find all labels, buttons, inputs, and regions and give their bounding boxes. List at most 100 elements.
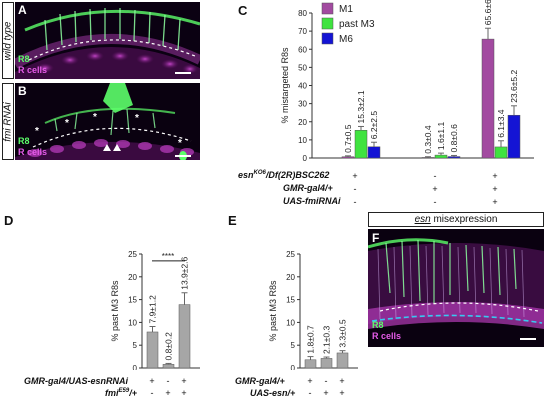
chart-e-ytick-label-0: 0	[291, 364, 296, 370]
chart-d-data-label-0: 7.9±1.2	[148, 295, 158, 324]
chart-c-genotype-1: GMR-gal4/+	[283, 183, 333, 193]
panel-b-side-text: fmi RNAi	[2, 101, 14, 142]
chart-c-bar-2	[367, 146, 381, 159]
svg-text:*: *	[178, 138, 182, 149]
chart-e-bar-1	[320, 358, 333, 369]
chart-e-genotype-0-mark-2: +	[339, 376, 345, 386]
chart-e-svg: 0 5 10 15 20 25 % past M3 R8s 1.8±0.7 2.1±0.3 3.3…	[268, 250, 358, 373]
chart-d-bar-0	[146, 331, 159, 369]
chart-d-ytick-label-1: 5	[133, 341, 138, 350]
chart-c-bar-3	[421, 157, 435, 159]
chart-e-genotype-0: GMR-gal4/+	[235, 376, 285, 386]
chart-d-genotype-0-mark-1: -	[166, 376, 170, 386]
chart-d-genotype-1-mark-1: +	[165, 388, 171, 398]
chart-e-ytick-label-1: 5	[291, 341, 296, 350]
chart-c-ytick-label-1: 10	[298, 136, 307, 145]
chart-c-legend-swatch-0	[321, 2, 334, 15]
panel-a-side-text: wild type	[2, 21, 14, 60]
panel-c-letter: C	[238, 3, 248, 18]
panel-a-micrograph: A R8 R cells	[15, 2, 200, 79]
chart-c-bar-6	[481, 38, 495, 159]
chart-d-genotype-1-mark-0: -	[150, 388, 154, 398]
chart-c-genotype-1-mark-0: -	[353, 184, 357, 194]
panel-f-header: esn misexpression	[368, 212, 544, 227]
chart-d-bar-2	[178, 304, 191, 369]
chart-c-genotype-1-mark-2: +	[492, 184, 498, 194]
chart-e-genotype-1-mark-0: -	[308, 388, 312, 398]
chart-c-bar-7	[494, 146, 508, 159]
chart-c-genotype-1-mark-1: +	[432, 184, 438, 194]
panel-e-letter: E	[228, 213, 237, 228]
chart-c-ytick-label-3: 30	[298, 100, 307, 109]
chart-e-genotype-1-mark-1: +	[323, 388, 329, 398]
chart-d: 0 5 10 15 20 25 % past M3 R8s 7.9±1.2 0.8±0.2 13.…	[100, 210, 210, 373]
chart-d-genotype-0: GMR-gal4/UAS-esnRNAi	[24, 376, 129, 386]
chart-e-genotype-1: UAS-esn/+	[250, 388, 296, 398]
chart-c-genotype-0-mark-2: +	[492, 171, 498, 181]
chart-d-ytick-label-4: 20	[128, 273, 137, 282]
chart-c-genotype-2-mark-0: -	[353, 197, 357, 207]
chart-d-genotype-0-mark-0: +	[149, 376, 155, 386]
chart-c-genotype-2-mark-2: +	[492, 197, 498, 207]
chart-c-bar-0	[341, 156, 355, 159]
chart-d-genotype-1-rest: /+	[129, 388, 137, 398]
panel-d-letter: D	[4, 213, 14, 228]
chart-c-genotype-0-sup: KO6	[253, 170, 266, 176]
panel-b-side-label: fmi RNAi	[2, 83, 14, 160]
chart-c: 0 10 20 30 40 50 60 70 80 % mistargeted R8s 0.7±0.…	[260, 0, 550, 180]
chart-e-data-label-2: 3.3±0.5	[338, 319, 348, 348]
chart-c-ytick-label-4: 40	[298, 82, 307, 91]
chart-c-genotype-2: UAS-fmiRNAi	[283, 196, 341, 206]
panel-a-legend-rcells: R cells	[18, 65, 48, 75]
panel-f-micrograph: F R8 R cells	[368, 229, 544, 347]
panel-b-legend-rcells: R cells	[18, 147, 48, 157]
chart-c-genotype-2-mark-1: -	[433, 197, 437, 207]
panel-a-letter: A	[18, 3, 27, 17]
chart-c-genotype-0-rest: /Df(2R)BSC262	[265, 170, 330, 180]
chart-c-data-label-5: 0.8±0.6	[449, 124, 459, 153]
chart-d-genotype-0-mark-2: +	[181, 376, 187, 386]
chart-c-legend-label-0: M1	[339, 4, 353, 15]
chart-d-ylabel: % past M3 R8s	[110, 280, 120, 342]
chart-d-genotype-1-sup: E59	[118, 388, 130, 394]
chart-e: 0 5 10 15 20 25 % past M3 R8s 1.8±0.7 2.1±0.3 3.3…	[258, 210, 368, 373]
chart-d-significance-label: ****	[162, 252, 174, 261]
svg-text:*: *	[135, 113, 139, 124]
chart-d-ytick-label-0: 0	[133, 364, 138, 370]
panel-a-side-label: wild type	[2, 2, 14, 79]
chart-c-ylabel: % mistargeted R8s	[280, 47, 290, 124]
chart-e-ytick-label-4: 20	[286, 273, 295, 282]
chart-e-genotype-0-mark-1: -	[324, 376, 328, 386]
chart-c-data-label-4: 1.6±1.1	[436, 122, 446, 151]
chart-e-ytick-label-3: 15	[286, 296, 295, 305]
chart-c-data-label-7: 6.1±3.4	[496, 109, 506, 138]
chart-e-genotype-0-mark-0: +	[307, 376, 313, 386]
chart-e-data-label-1: 2.1±0.3	[322, 325, 332, 354]
chart-c-data-label-3: 0.3±0.4	[423, 125, 433, 154]
chart-d-bar-1	[162, 364, 175, 369]
chart-c-genotype-0-main: esn	[238, 170, 254, 180]
chart-c-legend-swatch-1	[321, 17, 334, 30]
chart-d-ytick-label-2: 10	[128, 318, 137, 327]
chart-d-data-label-1: 0.8±0.2	[164, 332, 174, 361]
chart-c-genotype-0-mark-1: -	[433, 171, 437, 181]
chart-c-ytick-label-5: 50	[298, 63, 307, 72]
chart-c-data-label-0: 0.7±0.5	[343, 124, 353, 153]
chart-e-bar-0	[304, 359, 317, 369]
svg-text:*: *	[93, 112, 97, 123]
chart-c-ytick-label-2: 20	[298, 118, 307, 127]
chart-c-ytick-label-0: 0	[303, 154, 308, 163]
chart-c-ytick-label-6: 60	[298, 45, 307, 54]
chart-c-data-label-2: 6.2±2.5	[369, 111, 379, 140]
chart-c-bar-1	[354, 130, 368, 159]
chart-c-legend-label-2: M6	[339, 34, 353, 45]
panel-a-legend-r8: R8	[18, 54, 30, 64]
panel-f-legend-r8: R8	[372, 320, 384, 330]
chart-c-data-label-8: 23.6±5.2	[509, 70, 519, 103]
chart-c-ytick-label-7: 70	[298, 27, 307, 36]
panel-b-letter: B	[18, 84, 27, 98]
chart-c-legend-swatch-2	[321, 32, 334, 45]
chart-c-data-label-6: 65.6±6.0	[483, 0, 493, 25]
svg-text:*: *	[35, 126, 39, 137]
chart-e-ytick-label-5: 25	[286, 250, 295, 259]
